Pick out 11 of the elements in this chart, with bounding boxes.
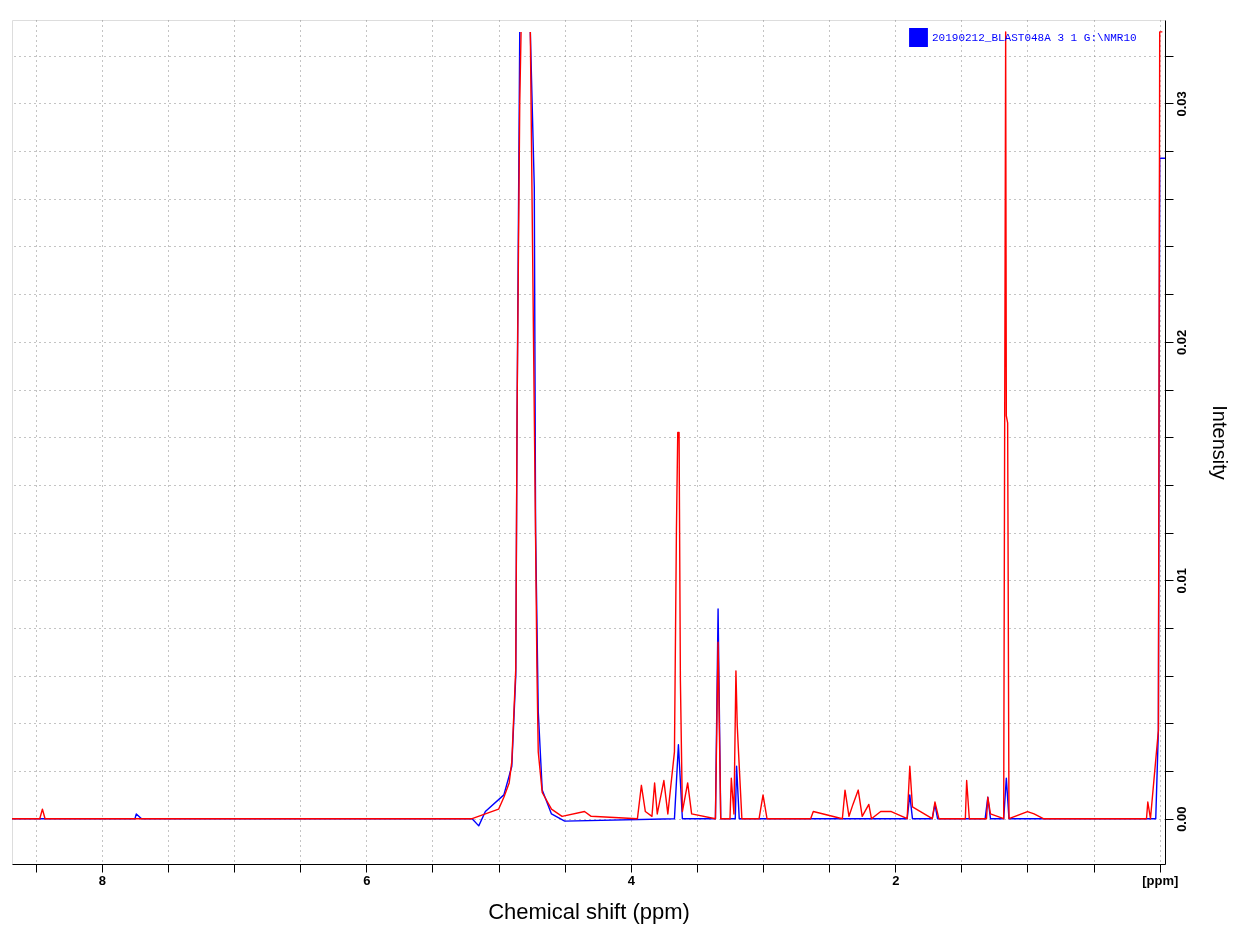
x-axis-title: Chemical shift (ppm) [488, 898, 690, 924]
x-tick-label: [ppm] [1142, 872, 1179, 888]
y-tick-label: 0.00 [1173, 806, 1189, 832]
y-tick-label: 0.03 [1173, 91, 1189, 117]
y-tick-label: 0.01 [1173, 568, 1189, 594]
x-tick-label: 8 [98, 872, 107, 888]
x-tick-label: 4 [627, 872, 636, 888]
x-tick-label: 6 [363, 872, 371, 888]
y-tick-label: 0.02 [1173, 329, 1189, 356]
x-tick-label: 2 [892, 872, 900, 888]
y-axis-title: Intensity [1208, 405, 1231, 480]
